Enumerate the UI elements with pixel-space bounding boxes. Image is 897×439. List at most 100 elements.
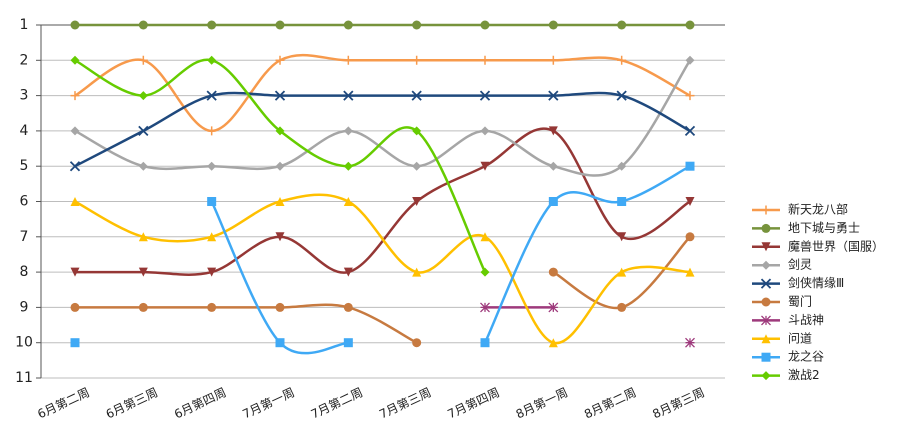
marker	[685, 232, 695, 242]
marker	[274, 90, 286, 101]
marker	[207, 302, 217, 312]
marker	[761, 315, 771, 326]
marker	[480, 126, 490, 136]
series	[69, 90, 696, 172]
x-tick-label: 7月第三周	[377, 385, 433, 421]
marker	[480, 267, 490, 277]
marker	[412, 197, 422, 206]
marker	[275, 232, 285, 242]
marker	[343, 126, 353, 136]
marker	[616, 90, 627, 101]
legend-label: 剑灵	[788, 257, 812, 272]
marker	[548, 338, 558, 348]
legend-label: 剑侠情缘Ⅲ	[788, 275, 844, 290]
marker	[207, 55, 217, 65]
legend-label: 新天龙八部	[788, 202, 848, 217]
marker	[207, 20, 217, 30]
marker	[548, 126, 558, 136]
marker	[761, 223, 771, 233]
marker	[206, 90, 217, 101]
series	[480, 302, 695, 348]
marker	[138, 161, 148, 171]
marker	[138, 267, 148, 277]
marker	[480, 338, 490, 348]
marker	[412, 126, 422, 136]
series-line	[74, 91, 691, 168]
marker	[548, 197, 558, 206]
marker	[617, 197, 627, 206]
marker	[480, 302, 490, 313]
marker	[207, 197, 217, 206]
y-tick-label: 11	[15, 370, 33, 386]
marker	[548, 20, 558, 30]
marker	[70, 55, 80, 65]
series-line	[210, 200, 349, 355]
marker	[761, 297, 771, 307]
marker	[343, 20, 353, 30]
marker	[343, 90, 354, 101]
marker	[70, 302, 80, 312]
marker	[685, 337, 695, 348]
marker	[275, 20, 285, 30]
y-tick-label: 2	[20, 52, 29, 68]
marker	[207, 126, 217, 136]
y-tick-label: 6	[20, 194, 29, 210]
marker	[548, 90, 559, 101]
marker	[548, 55, 558, 65]
marker	[617, 232, 627, 242]
marker	[761, 371, 771, 381]
y-tick-label: 5	[20, 158, 29, 174]
marker	[617, 55, 627, 65]
marker	[412, 338, 422, 348]
legend-label: 地下城与勇士	[788, 221, 860, 235]
marker	[70, 91, 80, 101]
marker	[343, 302, 353, 312]
series-line	[75, 303, 418, 344]
legend-label: 问道	[788, 331, 812, 345]
x-tick-label: 7月第二周	[309, 385, 365, 421]
marker	[343, 338, 353, 348]
marker	[343, 55, 353, 65]
marker	[207, 161, 217, 171]
marker	[411, 90, 422, 101]
x-tick-label: 7月第四周	[445, 385, 501, 421]
y-tick-label: 1	[20, 17, 29, 33]
legend-label: 激战2	[788, 368, 820, 382]
x-tick-label: 8月第一周	[514, 385, 570, 421]
marker	[685, 267, 695, 277]
marker	[480, 55, 490, 65]
marker	[685, 197, 695, 206]
marker	[275, 161, 285, 171]
marker	[275, 338, 285, 348]
series	[70, 232, 695, 348]
marker	[343, 197, 353, 206]
series	[70, 20, 695, 30]
legend-label: 蜀门	[788, 294, 812, 309]
marker	[548, 267, 558, 277]
marker	[480, 232, 490, 242]
marker	[138, 302, 148, 312]
series-line	[74, 193, 691, 344]
x-tick-label: 6月第四周	[172, 385, 228, 421]
marker	[480, 20, 490, 30]
marker	[138, 125, 149, 137]
marker	[761, 205, 771, 215]
y-tick-label: 7	[20, 229, 29, 245]
marker	[617, 267, 627, 277]
marker	[207, 232, 217, 242]
y-tick-label: 10	[15, 335, 33, 351]
marker	[617, 302, 627, 312]
marker	[761, 242, 771, 252]
marker	[70, 20, 80, 30]
marker	[685, 20, 695, 30]
marker	[138, 55, 148, 65]
y-tick-label: 3	[20, 88, 29, 104]
series-line	[74, 53, 691, 133]
marker	[412, 20, 422, 30]
series-line	[483, 165, 691, 344]
marker	[275, 302, 285, 312]
marker	[412, 161, 422, 171]
marker	[275, 55, 285, 65]
